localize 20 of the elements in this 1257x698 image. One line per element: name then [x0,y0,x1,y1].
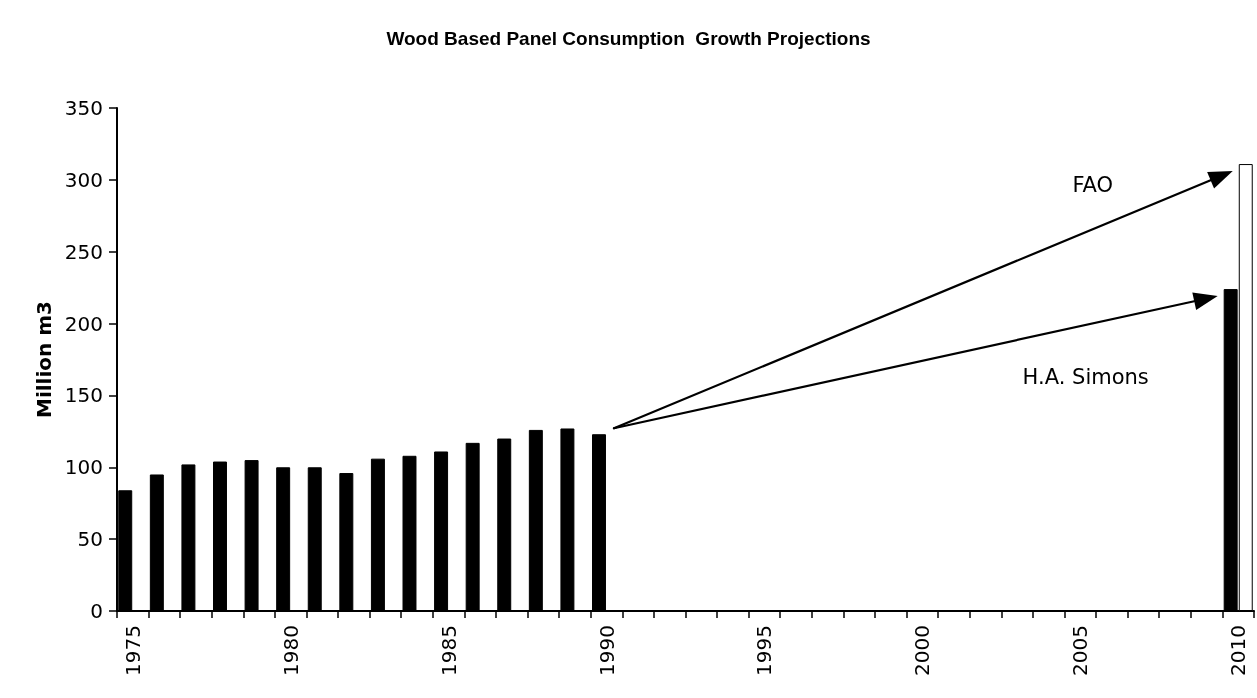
x-tick-label: 1995 [752,625,777,676]
x-tick-label: 1975 [120,625,145,676]
y-tick-label: 350 [64,96,103,120]
y-tick-label: 250 [64,239,103,264]
annotation: H.A. Simons [1022,365,1149,390]
y-tick-label: 150 [64,383,103,408]
y-tick-label: 100 [64,455,103,480]
y-tick-label: 0 [90,599,103,623]
chart-title: Wood Based Panel Consumption Growth Projections [386,28,871,49]
y-axis-title: Million m3 [31,300,56,419]
annotation: FAO [1072,173,1114,198]
x-tick-label: 1980 [278,625,303,676]
x-tick-label: 2010 [1226,625,1251,676]
y-tick-label: 200 [64,311,103,336]
x-tick-label: 1985 [436,625,461,676]
x-tick-label: 2005 [1068,625,1093,676]
y-tick-label: 300 [64,167,103,192]
x-tick-label: 1990 [594,625,619,676]
x-tick-label: 2000 [910,625,935,676]
y-tick-label: 50 [77,527,103,552]
